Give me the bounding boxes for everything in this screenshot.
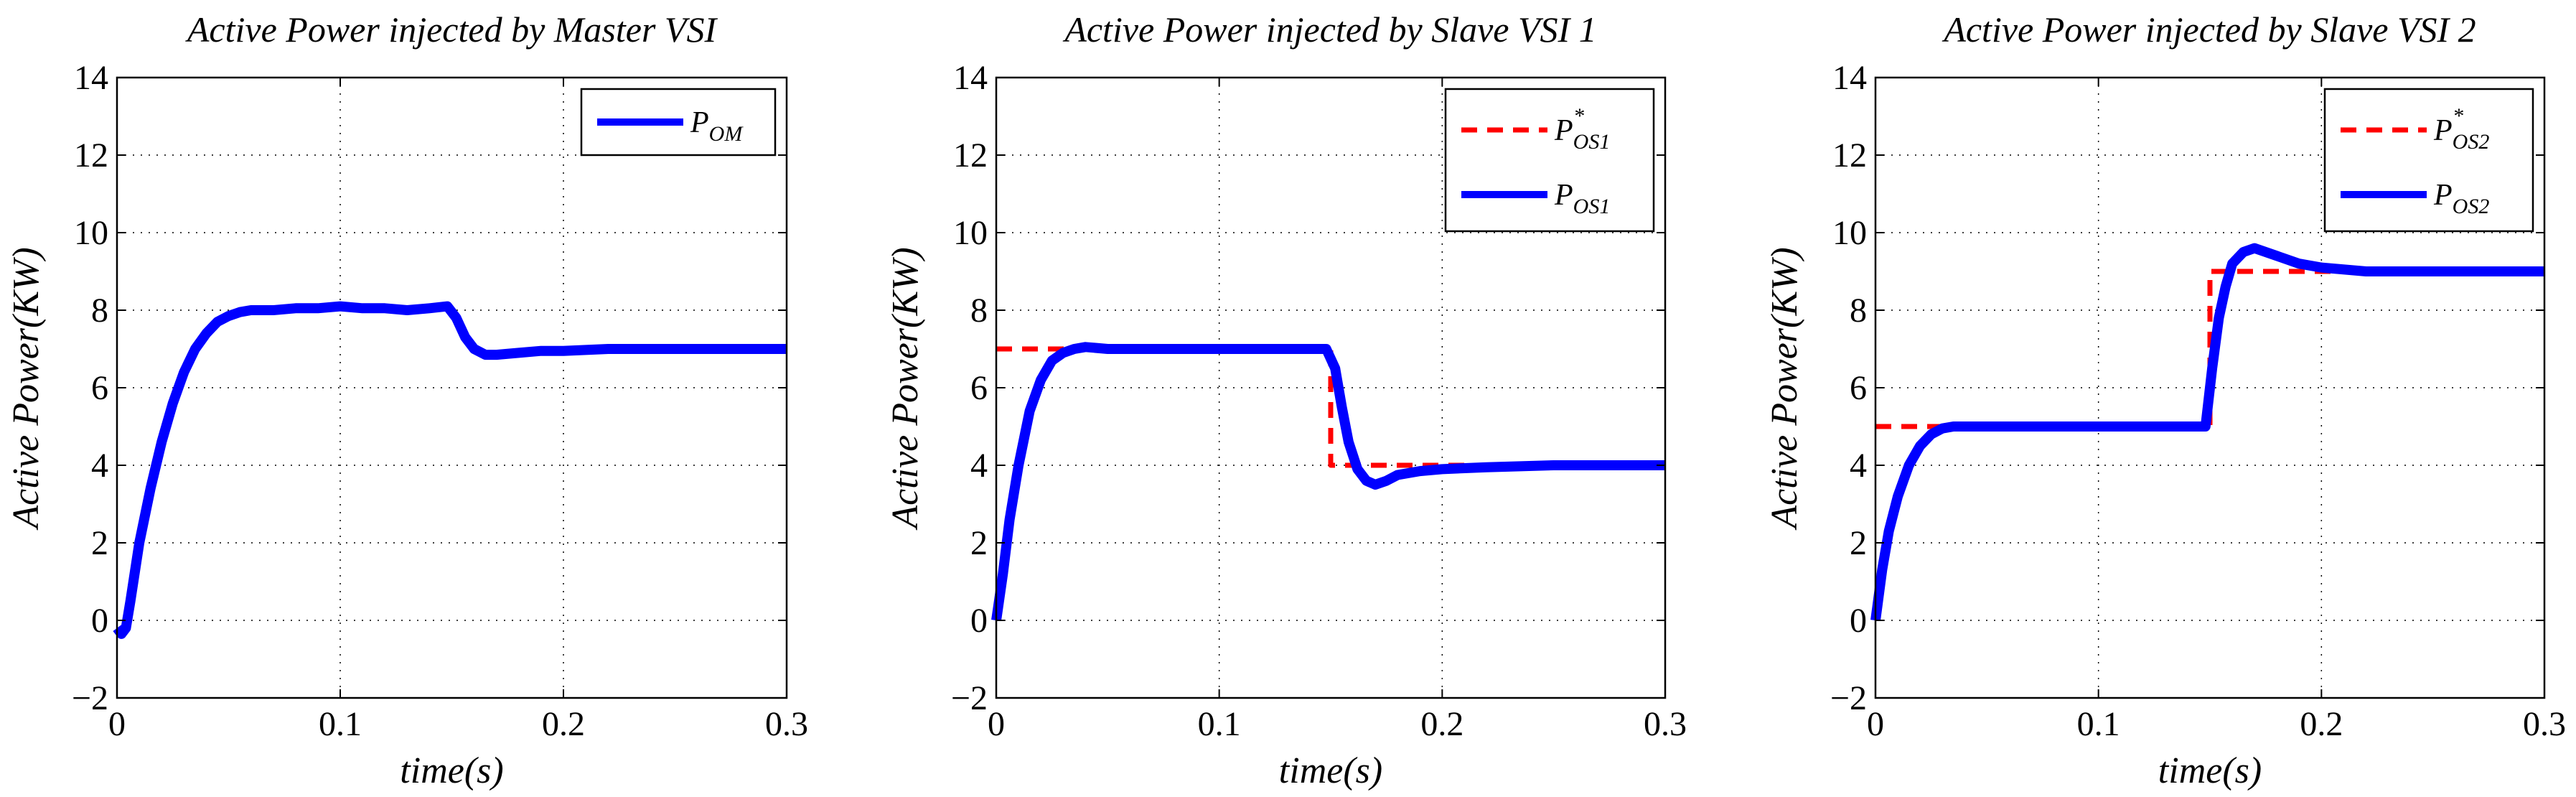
y-tick-label: 8 <box>1850 292 1867 330</box>
y-tick-label: 12 <box>1832 136 1867 174</box>
legend-label-main: P <box>690 106 709 139</box>
x-axis-label: time(s) <box>400 750 503 791</box>
y-tick-label: 12 <box>953 136 988 174</box>
y-tick-label: 14 <box>953 59 988 97</box>
x-tick-label: 0.1 <box>2077 705 2120 743</box>
y-tick-label: 4 <box>91 447 108 485</box>
legend-label-main: P <box>1554 179 1573 212</box>
legend-label-1: POS2 <box>2433 114 2489 154</box>
legend-label-main: P <box>1554 114 1573 147</box>
y-tick-label: 10 <box>74 214 108 252</box>
y-axis-label: Active Power(KW) <box>6 247 47 530</box>
y-tick-label: −2 <box>72 679 108 717</box>
x-tick-label: 0 <box>988 705 1005 743</box>
legend-label-superscript: * <box>1573 104 1584 128</box>
y-tick-label: 6 <box>1850 369 1867 407</box>
series-line-2 <box>1870 243 2544 621</box>
y-tick-label: 0 <box>970 602 988 640</box>
x-tick-label: 0.2 <box>1420 705 1463 743</box>
y-tick-label: 8 <box>970 292 988 330</box>
y-tick-label: 2 <box>970 524 988 562</box>
y-tick-label: −2 <box>1830 679 1867 717</box>
y-tick-label: 6 <box>91 369 108 407</box>
x-tick-label: 0.1 <box>1198 705 1241 743</box>
x-axis-label: time(s) <box>1279 750 1382 791</box>
legend-label-subscript: OM <box>709 122 744 146</box>
legend: POM <box>580 88 777 157</box>
legend-label-1: POS1 <box>1554 114 1610 154</box>
x-tick-label: 0.3 <box>2523 705 2566 743</box>
legend-label-subscript: OS1 <box>1573 130 1611 154</box>
x-tick-label: 0.1 <box>319 705 362 743</box>
y-tick-label: 2 <box>1850 524 1867 562</box>
legend-label-2: POS1 <box>1554 179 1610 218</box>
y-tick-label: 6 <box>970 369 988 407</box>
x-tick-label: 0.2 <box>2300 705 2343 743</box>
legend-label-subscript: OS2 <box>2453 130 2490 154</box>
legend-label-1: POM <box>690 106 744 146</box>
legend-label-superscript: * <box>2453 104 2463 128</box>
legend-label-2: POS2 <box>2433 179 2489 218</box>
y-tick-label: 14 <box>74 59 108 97</box>
y-tick-label: 0 <box>1850 602 1867 640</box>
y-tick-label: 2 <box>91 524 108 562</box>
y-tick-label: 12 <box>74 136 108 174</box>
x-tick-label: 0 <box>108 705 126 743</box>
x-tick-label: 0.3 <box>1644 705 1687 743</box>
y-axis-label: Active Power(KW) <box>1764 247 1805 530</box>
y-tick-label: 0 <box>91 602 108 640</box>
legend-box <box>1444 88 1655 233</box>
legend-label-subscript: OS1 <box>1573 195 1611 218</box>
chart-title: Active Power injected by Master VSI <box>185 9 718 50</box>
legend-box <box>2323 88 2534 233</box>
y-tick-label: 10 <box>1832 214 1867 252</box>
legend-label-main: P <box>2433 179 2453 212</box>
x-tick-label: 0.2 <box>542 705 585 743</box>
y-tick-label: 4 <box>970 447 988 485</box>
y-axis-label: Active Power(KW) <box>885 247 926 530</box>
legend: POS2*POS2 <box>2323 88 2534 233</box>
legend: POS1*POS1 <box>1444 88 1655 233</box>
y-tick-label: −2 <box>951 679 988 717</box>
x-tick-label: 0.3 <box>765 705 808 743</box>
legend-label-subscript: OS2 <box>2453 195 2490 218</box>
y-tick-label: 10 <box>953 214 988 252</box>
x-tick-label: 0 <box>1867 705 1884 743</box>
y-tick-label: 4 <box>1850 447 1867 485</box>
series-line-2 <box>991 342 1665 621</box>
chart-title: Active Power injected by Slave VSI 2 <box>1942 9 2476 50</box>
y-tick-label: 8 <box>91 292 108 330</box>
legend-label-main: P <box>2433 114 2453 147</box>
series-line-1 <box>113 301 787 639</box>
chart-title: Active Power injected by Slave VSI 1 <box>1062 9 1596 50</box>
x-axis-label: time(s) <box>2158 750 2262 791</box>
y-tick-label: 14 <box>1832 59 1867 97</box>
